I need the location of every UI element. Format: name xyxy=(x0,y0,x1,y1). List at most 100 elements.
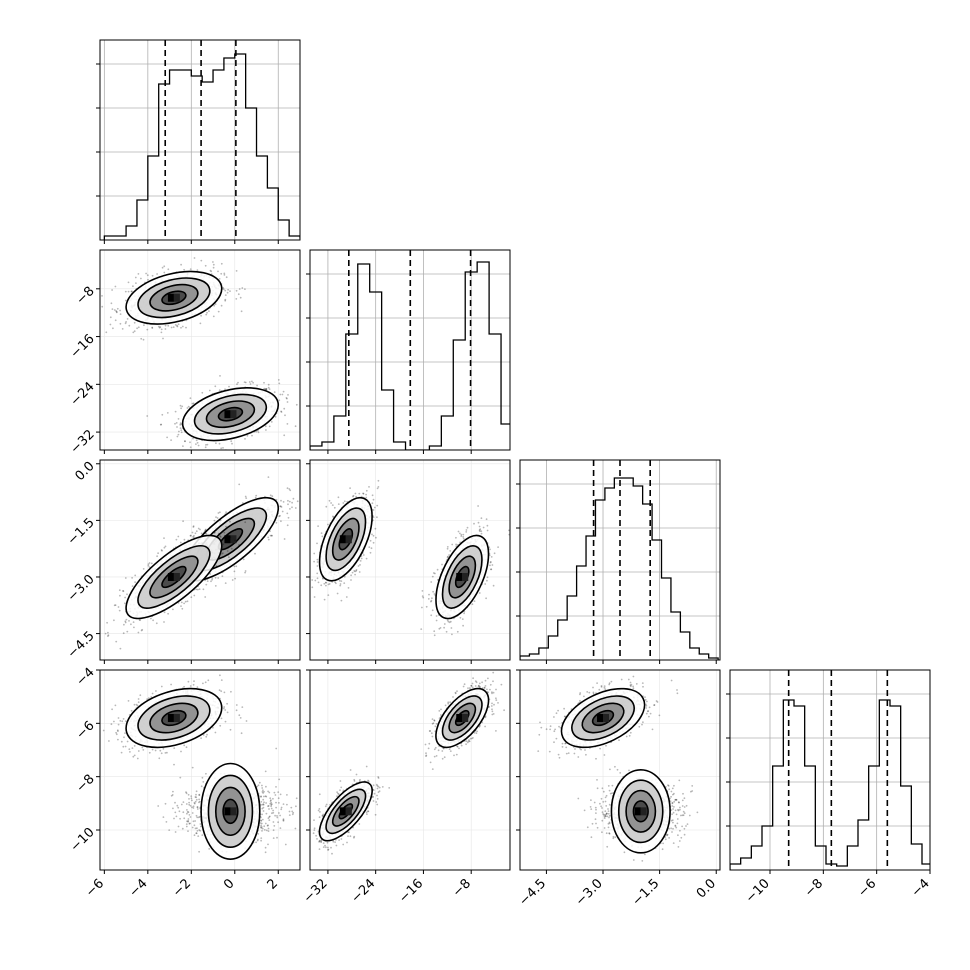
scatter-point xyxy=(218,442,221,445)
scatter-point xyxy=(122,632,125,635)
scatter-point xyxy=(359,564,361,566)
scatter-point xyxy=(204,264,207,267)
scatter-point xyxy=(176,426,178,428)
scatter-point xyxy=(372,516,375,519)
scatter-point xyxy=(151,326,154,329)
scatter-point xyxy=(343,582,346,584)
scatter-point xyxy=(166,436,169,439)
scatter-point xyxy=(167,268,170,271)
scatter-point xyxy=(427,598,430,600)
scatter-point xyxy=(330,502,332,504)
scatter-point xyxy=(182,520,185,523)
scatter-point xyxy=(254,552,256,555)
scatter-point xyxy=(222,447,224,449)
scatter-point xyxy=(372,509,375,511)
scatter-point xyxy=(352,495,354,498)
density-peak xyxy=(167,293,174,302)
panel-frame xyxy=(309,249,511,451)
scatter-point xyxy=(177,418,180,420)
scatter-point xyxy=(137,631,140,634)
scatter-point xyxy=(101,295,103,297)
density-peak xyxy=(230,410,237,419)
scatter-point xyxy=(365,489,368,492)
scatter-point xyxy=(147,278,149,281)
scatter-point xyxy=(249,383,252,385)
scatter-point xyxy=(213,304,216,307)
scatter-point xyxy=(370,547,373,550)
scatter-point xyxy=(376,504,379,507)
scatter-point xyxy=(124,322,127,325)
panel-frame xyxy=(99,249,301,451)
scatter-point xyxy=(289,508,291,510)
scatter-point xyxy=(107,631,109,634)
scatter-point xyxy=(179,404,182,407)
scatter-point xyxy=(204,446,207,449)
scatter-point xyxy=(224,298,227,301)
scatter-point xyxy=(336,592,339,595)
scatter-point xyxy=(220,447,223,450)
scatter-point xyxy=(231,442,233,445)
scatter-point xyxy=(490,568,492,571)
scatter-point xyxy=(115,310,118,313)
scatter-point xyxy=(331,504,334,506)
scatter-point xyxy=(359,560,362,562)
scatter-point xyxy=(234,577,237,580)
scatter-point xyxy=(156,555,159,558)
scatter-point xyxy=(283,434,286,437)
scatter-point xyxy=(335,582,337,585)
scatter-point xyxy=(375,536,377,539)
scatter-point xyxy=(235,541,237,544)
scatter-point xyxy=(236,383,238,386)
scatter-point xyxy=(213,532,216,534)
scatter-point xyxy=(255,494,258,497)
scatter-point xyxy=(180,601,183,604)
scatter-point xyxy=(281,393,284,396)
scatter-point xyxy=(242,558,245,561)
scatter-point xyxy=(338,579,341,582)
scatter-point xyxy=(131,577,134,579)
scatter-point xyxy=(265,388,268,390)
scatter-point xyxy=(214,576,217,579)
scatter-point xyxy=(161,413,164,416)
scatter-point xyxy=(176,324,178,327)
scatter-point xyxy=(194,532,197,535)
scatter-point xyxy=(177,433,180,436)
scatter-point xyxy=(137,326,140,329)
scatter-point xyxy=(428,593,430,596)
scatter-point xyxy=(105,331,108,334)
scatter-point xyxy=(182,445,184,447)
panel-content xyxy=(100,250,300,450)
scatter-point xyxy=(124,577,127,579)
scatter-point xyxy=(115,310,117,312)
scatter-point xyxy=(179,423,182,426)
scatter-point xyxy=(181,607,184,610)
scatter-point xyxy=(345,596,348,598)
scatter-point xyxy=(280,520,282,523)
scatter-point xyxy=(237,381,239,384)
scatter-point xyxy=(215,529,218,531)
scatter-point xyxy=(325,581,327,584)
scatter-point xyxy=(140,337,143,340)
scatter-point xyxy=(340,599,343,602)
scatter-point xyxy=(227,288,230,291)
scatter-point xyxy=(263,381,265,384)
scatter-point xyxy=(212,266,215,269)
scatter-point xyxy=(264,425,267,428)
scatter-point xyxy=(163,611,166,614)
scatter-point xyxy=(251,434,253,437)
scatter-panel-1-3 xyxy=(96,459,301,664)
scatter-point xyxy=(119,594,121,597)
scatter-point xyxy=(107,635,109,637)
scatter-point xyxy=(268,425,271,428)
scatter-point xyxy=(132,285,134,288)
scatter-point xyxy=(130,623,132,626)
scatter-point xyxy=(485,597,487,600)
scatter-point xyxy=(134,276,137,279)
scatter-point xyxy=(286,512,289,515)
scatter-point xyxy=(219,519,222,522)
scatter-point xyxy=(325,505,328,508)
scatter-point xyxy=(106,621,108,624)
panel-content xyxy=(100,460,300,660)
scatter-point xyxy=(159,423,162,426)
scatter-point xyxy=(352,494,355,497)
